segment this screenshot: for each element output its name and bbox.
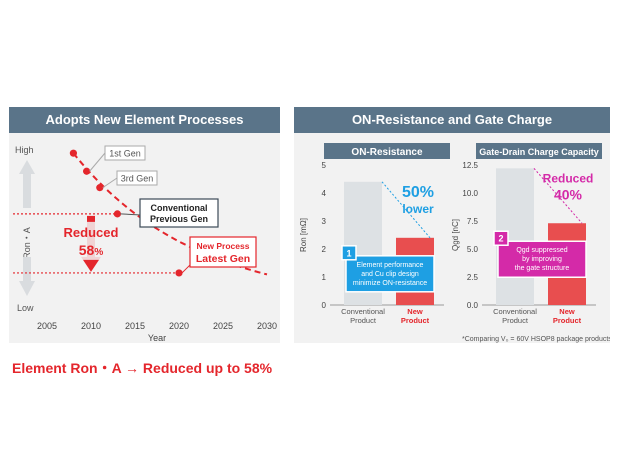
x-tick-label: 2020 — [169, 321, 189, 331]
gen-label: 1st Gen — [109, 149, 141, 159]
bar-chart-title: ON-Resistance — [351, 147, 423, 158]
category-label: Product — [502, 316, 529, 325]
gen-label: 3rd Gen — [121, 174, 154, 184]
note-text: Qgd suppressed — [516, 247, 567, 254]
y-axis-label: Ron [mΩ] — [299, 218, 308, 252]
category-label: New — [559, 307, 575, 316]
latest-gen-label: New Process — [197, 241, 250, 251]
y-arrow-up-head — [19, 160, 35, 174]
note-text: the gate structure — [515, 265, 570, 272]
y-tick-label: 1 — [322, 273, 327, 282]
y-tick-label: 0 — [322, 301, 327, 310]
ron-a-trend-chart: High Low Ron・A 2005 2010 2015 2020 2025 2030 Year… — [13, 145, 277, 343]
label-leader — [102, 177, 118, 189]
note-number: 2 — [498, 234, 503, 244]
y-arrow-down-head — [19, 281, 35, 296]
latest-gen-label: Latest Gen — [196, 253, 250, 265]
data-point — [113, 210, 121, 218]
x-tick-label: 2010 — [81, 321, 101, 331]
y-axis-label: Qgd [nC] — [451, 219, 460, 251]
left-panel: High Low Ron・A 2005 2010 2015 2020 2025 2030 Year… — [9, 133, 280, 343]
note-number-box — [493, 230, 509, 246]
previous-gen-label: Previous Gen — [150, 214, 208, 224]
y-axis-label: Ron・A — [22, 227, 32, 259]
reduction-word: Reduced — [543, 171, 594, 185]
data-point — [175, 269, 183, 277]
data-point — [69, 149, 77, 157]
reduction-percent: 40% — [554, 186, 583, 202]
category-label: Product — [350, 316, 377, 325]
y-tick-label: 5 — [322, 161, 327, 170]
y-tick-label: 10.0 — [462, 189, 478, 198]
y-tick-label: 3 — [322, 217, 327, 226]
y-tick-label: 5.0 — [467, 245, 479, 254]
latest-gen-box — [189, 236, 257, 268]
note-number: 1 — [346, 248, 351, 258]
x-tick-label: 2005 — [37, 321, 57, 331]
reduction-arrow-head — [81, 256, 101, 272]
x-tick-label: 2025 — [213, 321, 233, 331]
y-high-label: High — [15, 145, 34, 155]
data-point — [83, 167, 91, 175]
data-point — [96, 184, 104, 192]
note-number-box — [341, 245, 357, 261]
reduction-percent: 50% — [402, 184, 434, 201]
category-label: New — [407, 307, 423, 316]
reduction-label-bg — [61, 221, 121, 260]
category-label: Product — [401, 316, 430, 325]
y-tick-label: 12.5 — [462, 161, 478, 170]
category-label: Conventional — [341, 307, 385, 316]
y-tick-label: 7.5 — [467, 217, 479, 226]
y-tick-label: 2 — [322, 245, 327, 254]
x-tick-label: 2030 — [257, 321, 277, 331]
bar-chart-title-bg — [324, 143, 450, 159]
label-leader — [89, 152, 106, 172]
x-tick-label: 2015 — [125, 321, 145, 331]
footer-summary: Element Ron・A → Reduced up to 58% — [12, 360, 273, 376]
y-tick-label: 2.5 — [467, 273, 479, 282]
bar-chart-title: Gate-Drain Charge Capacity — [479, 147, 599, 157]
y-tick-label: 4 — [322, 189, 327, 198]
right-panel-title: ON-Resistance and Gate Charge — [294, 107, 610, 133]
previous-gen-label: Conventional — [150, 203, 207, 213]
reduction-connector — [533, 168, 583, 224]
left-panel-title: Adopts New Element Processes — [9, 107, 280, 133]
previous-gen-box — [139, 198, 219, 228]
note-text: and Cu clip design — [361, 271, 419, 278]
y-tick-label: 0.0 — [467, 301, 479, 310]
note-box — [345, 255, 435, 293]
label-box — [116, 170, 158, 186]
y-arrow-down-shaft — [23, 257, 31, 281]
y-arrow-up-shaft — [23, 174, 31, 208]
note-text: minimize ON-resistance — [353, 280, 427, 287]
label-leader — [120, 213, 142, 216]
x-axis-label: Year — [148, 333, 166, 343]
reduction-word: lower — [402, 202, 434, 216]
reduction-value: 58% — [79, 242, 104, 258]
bar-chart-title-bg — [476, 143, 602, 159]
right-panel: ON-Resistance 0 1 2 3 4 5 Ron [mΩ] Conventional P… — [294, 133, 612, 343]
label-box — [104, 145, 146, 161]
reduction-connector — [381, 181, 431, 239]
note-text: Element performance — [357, 262, 424, 269]
y-low-label: Low — [17, 303, 34, 313]
note-text: by improving — [522, 256, 562, 263]
reduction-label: Reduced — [64, 225, 119, 240]
footnote: *Comparing V₀ = 60V HSOP8 package produc… — [462, 336, 610, 343]
note-box — [497, 240, 587, 278]
category-label: Product — [553, 316, 582, 325]
category-label: Conventional — [493, 307, 537, 316]
